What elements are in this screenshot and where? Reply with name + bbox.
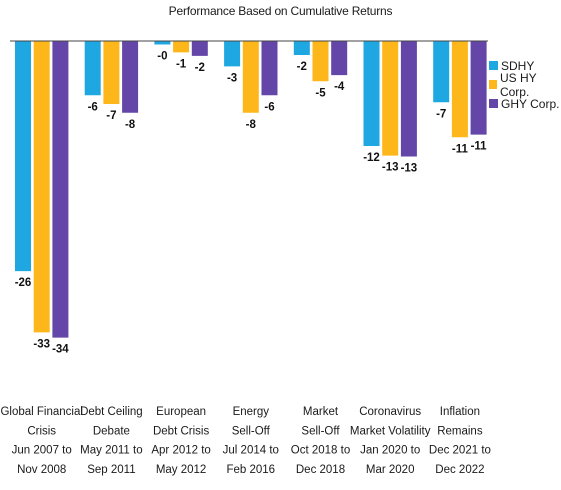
bar-sdhy-6 [433,41,450,103]
data-label: -26 [15,277,32,289]
category-label: Sell-Off [301,425,340,437]
bar-ghy-corp-3 [261,41,278,96]
legend-item-ghy-corp: GHY Corp. [489,94,561,113]
category-label: Dec 2021 to [429,445,491,457]
bar-sdhy-0 [15,41,31,272]
category-label: Dec 2022 [435,464,484,476]
category-label: Crisis [27,425,56,437]
category-label: Jul 2014 to [223,445,279,457]
category-label: Inflation [440,406,480,418]
data-label: -1 [176,58,187,70]
chart-title: Performance Based on Cumulative Returns [168,4,393,18]
bar-ghy-corp-5 [400,41,417,157]
bar-us-hy-corp-1 [103,41,120,104]
legend-swatch-us-hy-corp [489,80,497,89]
legend-label-us-hy-corp: US HY Corp. [499,70,537,99]
category-label: Debt Ceiling [80,406,143,418]
bar-us-hy-corp-6 [451,41,468,138]
bar-ghy-corp-1 [122,41,139,113]
data-label: -6 [264,101,274,113]
data-label: -7 [436,108,446,120]
category-label: Market [303,406,339,418]
category-label: Jan 2020 to [360,445,420,457]
data-label: -0 [157,51,167,63]
data-label: -34 [52,344,69,356]
bar-us-hy-corp-0 [33,41,50,333]
category-label: May 2012 [156,464,207,476]
category-label: Feb 2016 [226,464,275,476]
legend-label-ghy-corp: GHY Corp. [501,96,560,111]
category-label: Market Volatility [350,425,431,437]
category-label: May 2011 to [80,445,142,457]
bar-us-hy-corp-3 [242,41,259,113]
bar-sdhy-5 [363,41,380,146]
category-label: Mar 2020 [366,464,415,476]
legend-item-us-hy-corp: US HY Corp. [489,71,561,99]
bar-sdhy-2 [154,41,171,45]
data-label: -11 [471,141,488,153]
data-label: -33 [33,338,50,350]
data-label: -5 [315,87,326,99]
category-label: Remains [437,425,483,437]
legend-swatch-ghy-corp [489,99,498,108]
data-label: -7 [106,110,116,122]
category-label: Debate [93,425,130,437]
category-label: Oct 2018 to [291,445,350,457]
category-label: Sep 2011 [87,464,135,476]
data-label: -8 [125,119,136,131]
legend-label-sdhy: SDHY [501,58,535,73]
data-label: -6 [88,101,98,113]
category-label: Global Financial [0,406,82,418]
legend-item-sdhy: SDHY [489,56,561,75]
bar-ghy-corp-0 [52,41,69,338]
data-label: -13 [401,163,418,175]
data-label: -8 [246,119,257,131]
legend-swatch-sdhy [489,61,498,70]
data-label: -3 [227,72,237,84]
bar-us-hy-corp-5 [382,41,399,156]
category-label: Dec 2018 [296,464,345,476]
category-label: Coronavirus [359,406,421,418]
bar-us-hy-corp-2 [173,41,190,53]
category-label: Jun 2007 to [12,445,72,457]
category-label: Apr 2012 to [151,445,210,457]
legend: SDHY US HY Corp. GHY Corp. [489,56,561,113]
data-label: -2 [297,61,307,73]
category-label: Energy [233,406,270,418]
data-label: -12 [363,152,380,164]
category-label: Nov 2008 [17,464,66,476]
data-label: -4 [334,81,345,93]
category-label: Sell-Off [232,425,271,437]
bar-sdhy-1 [84,41,101,96]
data-label: -13 [382,162,399,174]
category-label: Debt Crisis [153,425,209,437]
bar-ghy-corp-4 [331,41,348,76]
bar-sdhy-4 [293,41,310,55]
bar-ghy-corp-6 [470,41,487,135]
bar-ghy-corp-2 [191,41,208,56]
bar-us-hy-corp-4 [312,41,329,82]
data-label: -2 [195,62,205,74]
data-label: -11 [452,143,469,155]
category-label: European [156,406,206,418]
bar-sdhy-3 [224,41,241,67]
